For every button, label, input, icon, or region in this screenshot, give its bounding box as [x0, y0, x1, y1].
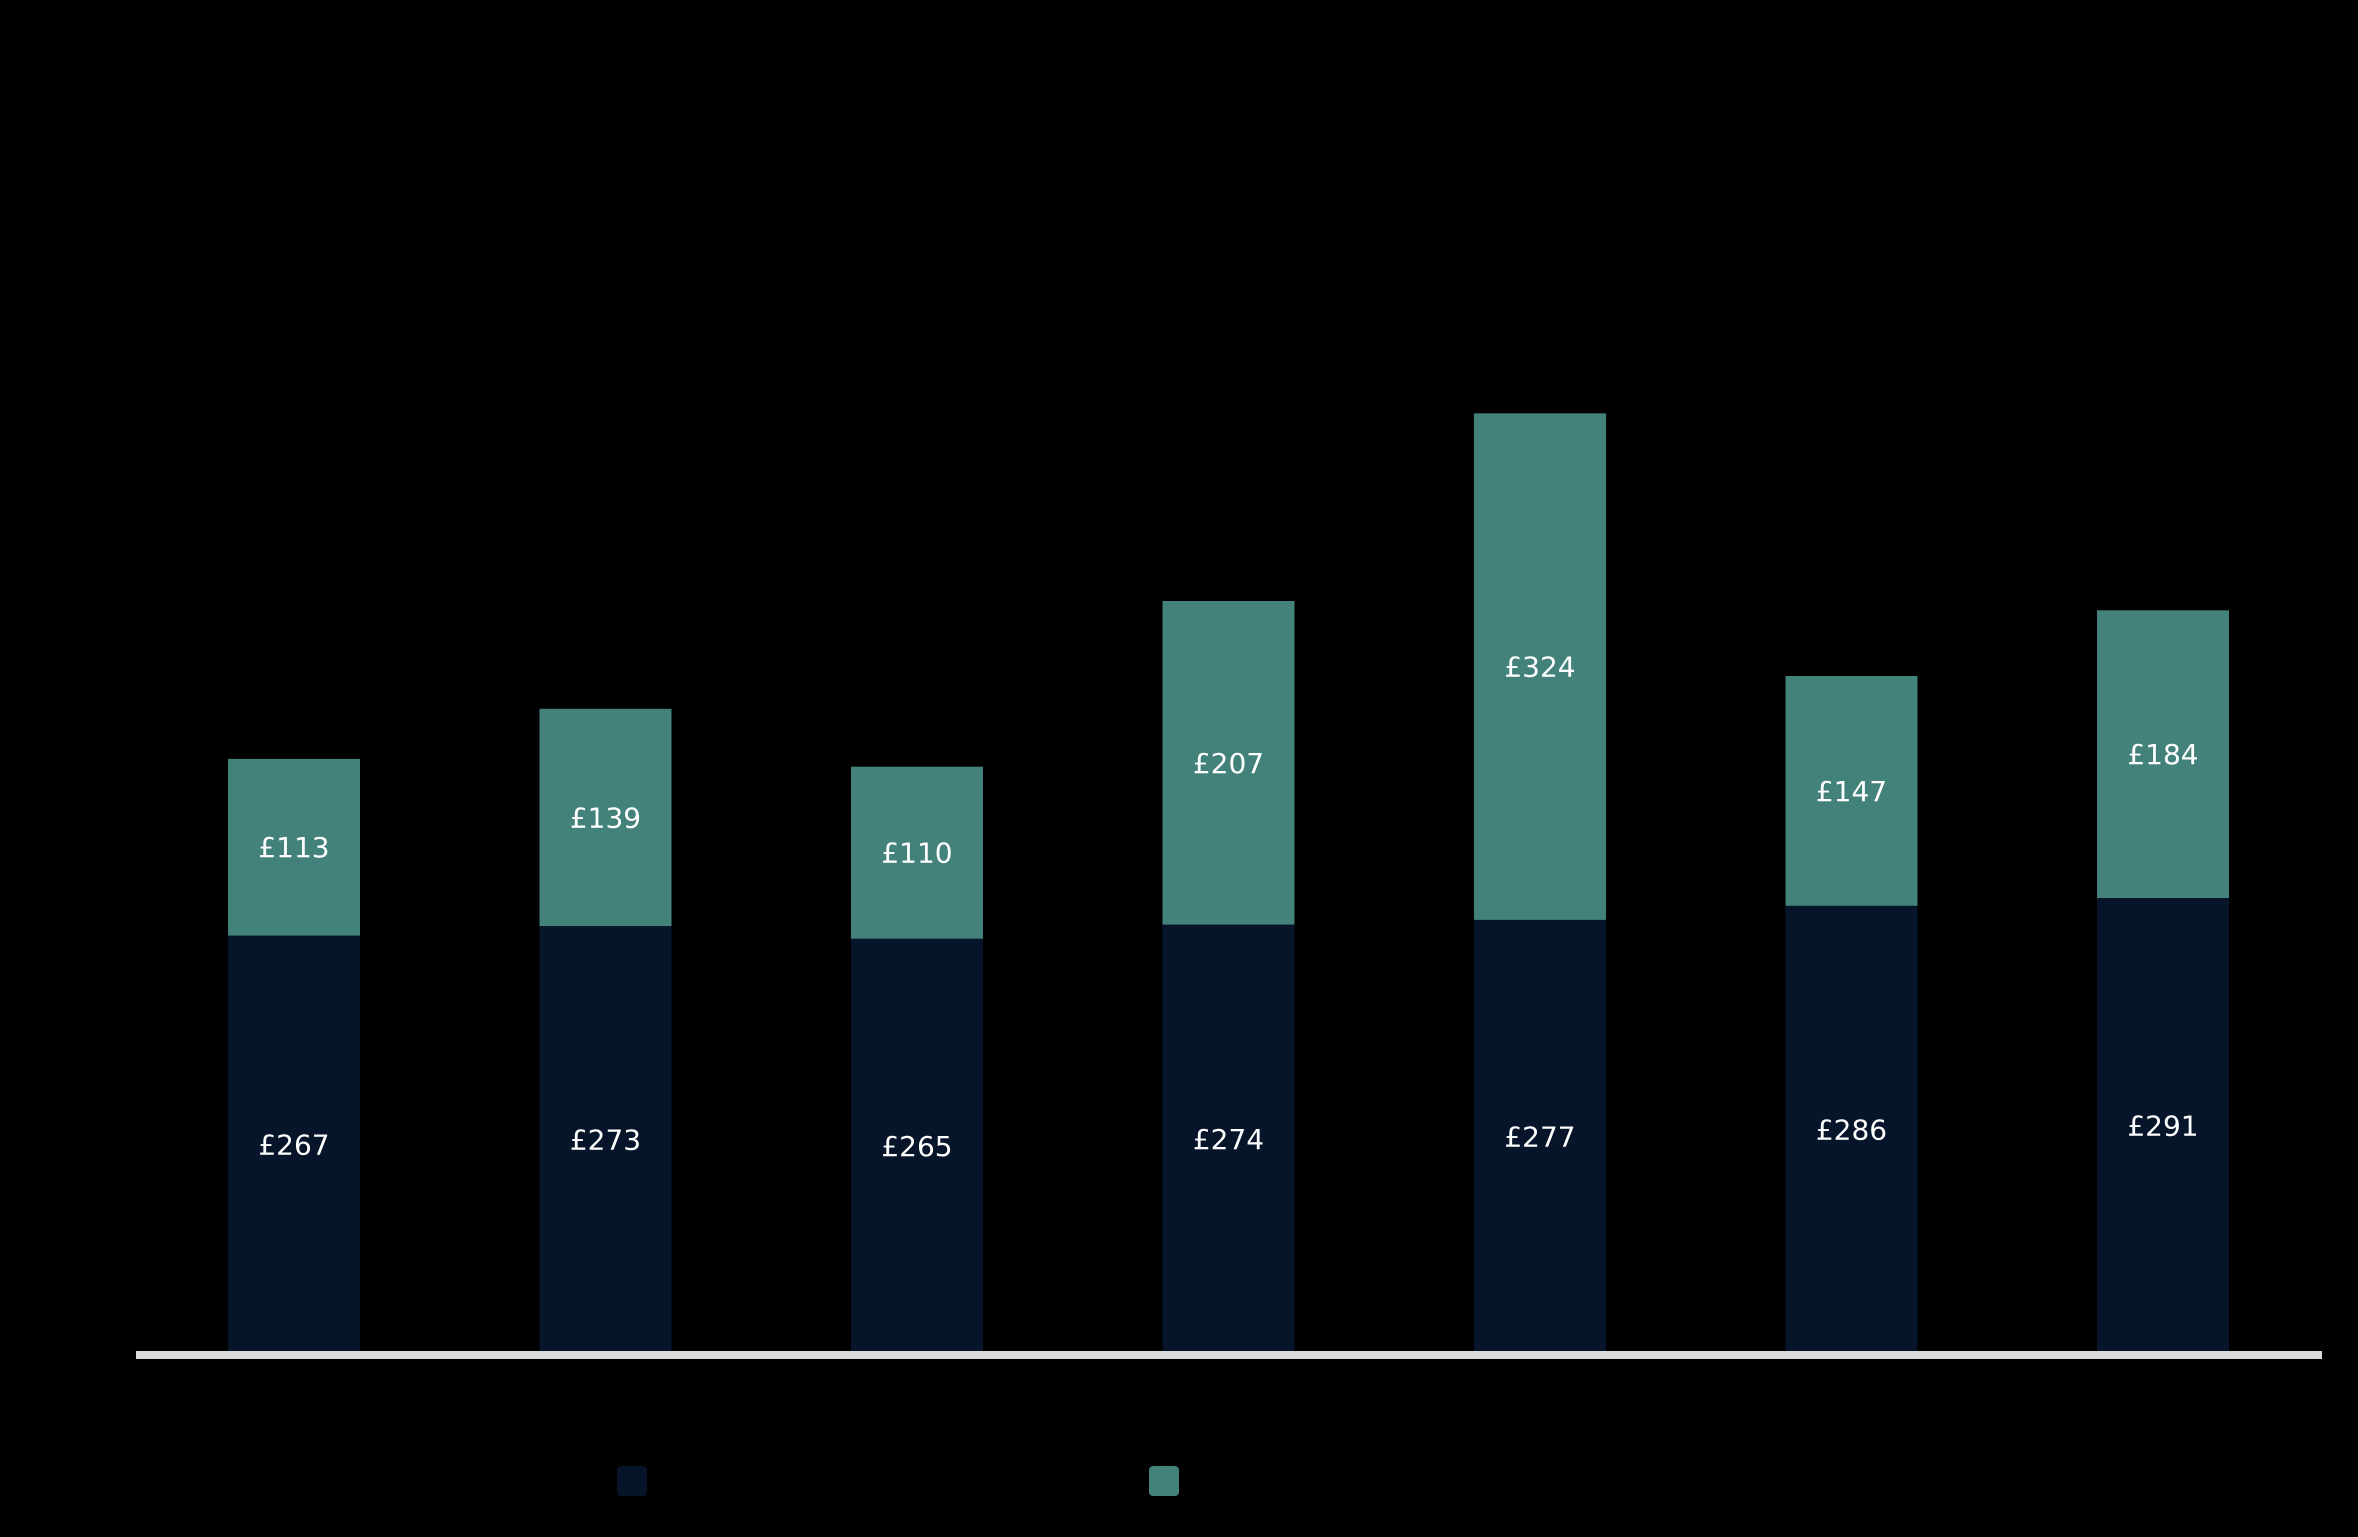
bar-series-2-item-3 [851, 766, 983, 939]
data-label-series-2-item-6: £147 [1816, 775, 1887, 808]
data-labels-layer: £267 £113 £273 £139 £265 £110 £274 £207 £277 £324… [258, 651, 2198, 1163]
bar-series-1-item-7 [2097, 898, 2229, 1353]
bar-series-1-item-4 [1162, 924, 1295, 1353]
bar-series-1-item-1 [228, 935, 360, 1353]
data-label-series-1-item-6: £286 [1816, 1113, 1887, 1146]
bars-layer [228, 413, 2229, 1353]
data-label-series-2-item-2: £139 [570, 802, 641, 835]
data-label-series-2-item-4: £207 [1193, 747, 1264, 780]
bar-series-2-item-7 [2097, 610, 2229, 898]
data-label-series-1-item-3: £265 [881, 1130, 952, 1163]
data-label-series-1-item-4: £274 [1193, 1123, 1264, 1156]
bar-series-1-item-6 [1785, 905, 1918, 1353]
bar-series-2-item-2 [539, 708, 672, 927]
bar-series-2-item-4 [1162, 601, 1295, 925]
bar-series-2-item-6 [1785, 676, 1918, 906]
data-label-series-1-item-5: £277 [1504, 1121, 1575, 1154]
data-label-series-1-item-1: £267 [258, 1128, 329, 1161]
data-label-series-2-item-5: £324 [1504, 651, 1575, 684]
bar-series-1-item-3 [851, 938, 983, 1353]
data-label-series-2-item-1: £113 [258, 831, 329, 864]
data-label-series-2-item-3: £110 [881, 837, 952, 870]
data-label-series-2-item-7: £184 [2127, 738, 2198, 771]
legend-swatch-series-1 [617, 1466, 647, 1496]
legend-swatch-series-2 [1149, 1466, 1179, 1496]
data-label-series-1-item-2: £273 [570, 1124, 641, 1157]
bar-series-2-item-5 [1474, 413, 1606, 920]
bar-series-2-item-1 [228, 758, 360, 936]
bar-series-1-item-2 [539, 926, 672, 1353]
data-label-series-1-item-7: £291 [2127, 1110, 2198, 1143]
bar-series-1-item-5 [1474, 919, 1606, 1353]
legend [617, 1466, 1179, 1496]
